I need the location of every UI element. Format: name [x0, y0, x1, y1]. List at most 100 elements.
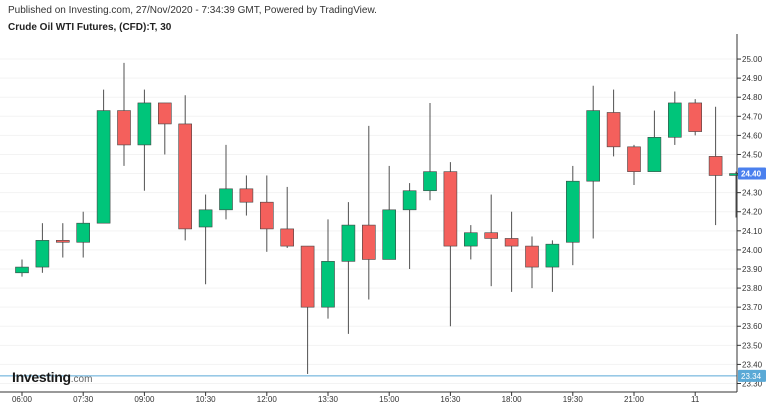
session-low-badge	[738, 369, 766, 382]
candle	[76, 211, 90, 258]
candle	[504, 211, 519, 292]
last-price-label: 24.40	[741, 170, 762, 179]
price-tick-label: 23.30	[742, 380, 763, 389]
last-price-badge	[738, 167, 766, 180]
candle-body-up	[382, 209, 397, 260]
candle-body-down	[443, 171, 458, 247]
time-tick-label: 19:30	[563, 395, 584, 404]
candle	[463, 225, 478, 260]
price-tick-label: 24.80	[742, 93, 763, 102]
price-tick-label: 24.10	[742, 227, 763, 236]
published-caption: Published on Investing.com, 27/Nov/2020 …	[8, 5, 377, 16]
candle	[96, 89, 111, 224]
candle	[545, 240, 560, 292]
candle	[280, 186, 295, 248]
candle-body-down	[504, 238, 519, 247]
price-tick-label: 23.60	[742, 322, 763, 331]
candle	[708, 106, 723, 226]
candle-body-up	[586, 110, 601, 182]
candle-body-down	[627, 146, 641, 172]
price-tick-label: 23.90	[742, 265, 763, 274]
candle	[443, 162, 458, 327]
candle	[55, 223, 70, 258]
candle	[239, 175, 254, 216]
candle	[402, 183, 417, 269]
candle-body-up	[341, 224, 356, 262]
time-tick-label: 15:00	[379, 395, 400, 404]
price-tick-label: 24.50	[742, 150, 763, 159]
price-tick-label: 25.00	[742, 55, 763, 64]
candle	[565, 165, 580, 266]
candles-group	[15, 62, 743, 374]
time-tick-label: 10:30	[196, 395, 217, 404]
candle-body-down	[688, 102, 703, 132]
candle-body-up	[15, 266, 29, 274]
candle-body-up	[463, 232, 478, 247]
candle	[667, 91, 682, 145]
candle-body-down	[239, 188, 254, 203]
candle	[647, 110, 662, 172]
candle-body-up	[76, 222, 90, 243]
candle-body-down	[280, 228, 295, 247]
candle-body-up	[137, 102, 152, 146]
price-axis-ticks: 25.00 24.90 24.80 24.70 24.60 24.50 24.40 24.30…	[737, 55, 763, 389]
price-tick-label: 23.80	[742, 284, 763, 293]
candle-body-up	[402, 190, 417, 211]
candle	[423, 102, 437, 201]
time-tick-label: 21:00	[624, 395, 645, 404]
candle-body-down	[300, 245, 315, 308]
price-tick-label: 23.70	[742, 303, 763, 312]
time-tick-label: 16:30	[440, 395, 461, 404]
candle-body-up	[321, 261, 335, 308]
candle-body-up	[565, 180, 580, 243]
candle-body-up	[423, 171, 437, 192]
price-tick-label: 24.20	[742, 208, 763, 217]
candle-body-down	[259, 201, 274, 230]
time-tick-label: 09:00	[134, 395, 155, 404]
candle-body-down	[484, 232, 499, 239]
candle-body-up	[219, 188, 233, 211]
candle-body-up	[667, 102, 682, 138]
candle-body-down	[178, 123, 192, 230]
candle-body-down	[361, 224, 376, 260]
candle	[219, 144, 233, 220]
candle-body-up	[198, 209, 213, 228]
candle-body-down	[606, 112, 621, 148]
time-tick-label: 07:30	[73, 395, 94, 404]
price-tick-label: 24.70	[742, 112, 763, 121]
candle	[158, 102, 172, 155]
candle	[198, 194, 213, 285]
candle	[627, 144, 641, 186]
candle	[606, 89, 621, 157]
candle-body-up	[545, 243, 560, 268]
chart-title: Crude Oil WTI Futures, (CFD):T, 30	[8, 22, 172, 33]
time-tick-label: 13:30	[318, 395, 339, 404]
candle	[484, 194, 499, 287]
candle-body-up	[647, 136, 662, 172]
session-low-label: 23.34	[741, 372, 762, 381]
candle-body-down	[55, 240, 70, 243]
candle-body-down	[158, 102, 172, 125]
price-tick-label: 24.30	[742, 189, 763, 198]
candle	[117, 62, 131, 166]
price-tick-label: 23.50	[742, 341, 763, 350]
candle	[361, 125, 376, 300]
time-tick-label: 12:00	[257, 395, 278, 404]
price-tick-label: 24.00	[742, 246, 763, 255]
time-tick-label: 06:00	[12, 395, 33, 404]
candle-body-down	[525, 245, 539, 268]
candle	[15, 259, 29, 277]
candle-body-down	[708, 156, 723, 176]
candle	[137, 89, 152, 191]
candle	[341, 202, 356, 334]
candle	[525, 236, 539, 289]
candle	[321, 219, 335, 319]
candle	[178, 95, 192, 241]
candle	[259, 175, 274, 252]
candle	[300, 245, 315, 374]
candle-body-up	[96, 110, 111, 224]
logo-name: Investing	[12, 369, 71, 385]
candle	[586, 85, 601, 239]
investing-logo: Investing.com	[12, 369, 92, 385]
